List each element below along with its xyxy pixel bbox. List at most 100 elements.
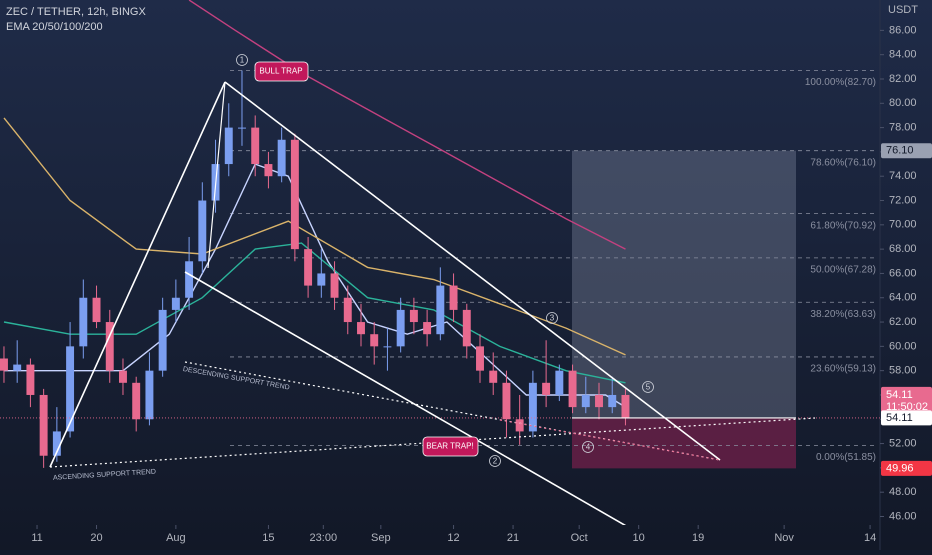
y-tick-label: 82.00: [889, 73, 917, 85]
x-tick-label: 19: [692, 532, 704, 544]
y-tick-label: 78.00: [889, 122, 917, 134]
wave-circle: [236, 54, 248, 66]
fib-label: 100.00%(82.70): [805, 77, 876, 88]
candle-body: [568, 370, 577, 408]
stop-zone: [572, 417, 796, 469]
candle-body: [171, 297, 180, 310]
x-tick-label: Aug: [166, 532, 186, 544]
x-tick-label: Sep: [371, 532, 391, 544]
candle-body: [515, 419, 524, 432]
wave-number: 2: [493, 457, 498, 466]
fib-label: 0.00%(51.85): [816, 452, 876, 463]
entry-tag: 54.11: [886, 412, 913, 424]
trend-line: [184, 271, 627, 525]
y-tick-label: 80.00: [889, 97, 917, 109]
y-tick-label: 64.00: [889, 292, 917, 304]
countdown: 11:50:02: [886, 401, 928, 413]
candle-body: [476, 346, 484, 371]
trend-line: [49, 81, 226, 468]
candle-body: [39, 394, 48, 456]
x-tick-label: 15: [262, 532, 274, 544]
candle-body: [449, 285, 458, 310]
x-tick-label: 14: [864, 532, 876, 544]
candle-body: [198, 200, 207, 262]
y-tick-label: 52.00: [889, 437, 917, 449]
candle-body: [119, 370, 127, 383]
candle-body: [145, 370, 154, 420]
candle-body: [277, 139, 286, 177]
indicator-label: EMA 20/50/100/200: [6, 21, 103, 33]
fib-label: 78.60%(76.10): [810, 157, 876, 168]
currency-label: USDT: [888, 4, 918, 16]
y-tick-label: 86.00: [889, 24, 917, 36]
candle-body: [0, 358, 8, 371]
bear-trap-box: [422, 436, 479, 457]
x-tick-label: 21: [507, 532, 519, 544]
candle-body: [396, 309, 405, 347]
candle-body: [423, 322, 432, 335]
candle-body: [502, 382, 511, 420]
candle-body: [132, 382, 141, 420]
candle-body: [105, 322, 114, 371]
y-tick-label: 48.00: [889, 486, 917, 498]
candle-body: [52, 431, 61, 456]
candle-body: [383, 346, 392, 348]
bull-trap-box: [254, 61, 309, 82]
stop-tag: 49.96: [886, 462, 914, 474]
candle-body: [238, 127, 246, 129]
x-tick-label: 20: [90, 532, 102, 544]
candle-body: [92, 297, 101, 323]
candle-body: [595, 394, 603, 408]
fib-label: 38.20%(63.63): [810, 309, 876, 320]
candle-body: [555, 370, 564, 395]
candle-body: [290, 139, 299, 250]
plot-area: [0, 0, 880, 469]
price-tag-box: [881, 386, 932, 414]
y-tick-label: 74.00: [889, 170, 917, 182]
wave-circle: [489, 455, 501, 467]
x-tick-label: 23:00: [310, 532, 338, 544]
candle-body: [436, 285, 445, 335]
fib-label: 61.80%(70.92): [810, 220, 876, 231]
candle-body: [343, 297, 352, 323]
candle-body: [317, 273, 326, 286]
y-tick-label: 66.00: [889, 267, 917, 279]
candle-body: [79, 297, 88, 347]
wave-number: 5: [646, 383, 651, 392]
x-tick-label: 12: [447, 532, 459, 544]
target-tag-box: [881, 143, 932, 159]
y-tick-label: 46.00: [889, 510, 917, 522]
wave-circle: [582, 441, 594, 453]
candle-body: [66, 346, 75, 432]
ema-line: [3, 242, 626, 384]
entry-tag-box: [881, 410, 932, 426]
dotted-trend: [184, 361, 721, 461]
y-tick-label: 84.00: [889, 49, 917, 61]
x-tick-label: 10: [633, 532, 645, 544]
x-tick-label: Nov: [774, 532, 794, 544]
target-zone: [572, 150, 796, 418]
wave-circle: [642, 381, 654, 393]
candle-body: [304, 249, 313, 286]
bear-trap: BEAR TRAP!: [426, 442, 473, 451]
candle-body: [264, 164, 273, 177]
x-tick-label: Oct: [571, 532, 588, 544]
candle-body: [251, 127, 260, 165]
candle-body: [185, 261, 194, 298]
candle-body: [409, 309, 418, 323]
fib-label: 50.00%(67.28): [810, 265, 876, 276]
candle-body: [357, 322, 365, 335]
stop-tag-box: [881, 460, 932, 476]
candle-body: [462, 309, 471, 347]
y-tick-label: 62.00: [889, 316, 917, 328]
wave-number: 1: [240, 56, 245, 65]
candle-body: [542, 382, 551, 395]
bull-trap: BULL TRAP: [259, 67, 302, 76]
wave-number: 4: [586, 443, 591, 452]
candle-body: [370, 334, 379, 347]
candle-body: [489, 370, 498, 383]
candle-body: [224, 127, 233, 165]
